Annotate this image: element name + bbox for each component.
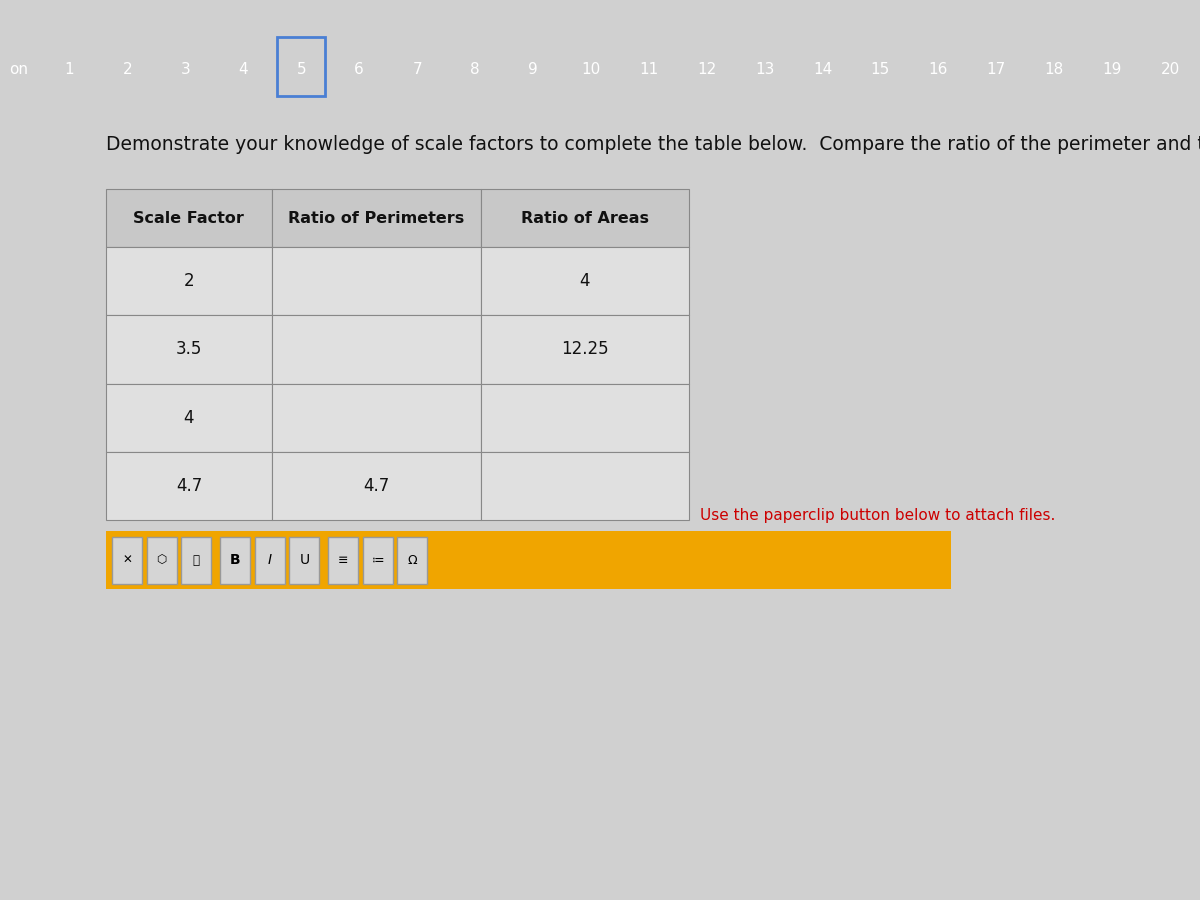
Text: 11: 11 (640, 62, 659, 77)
Text: Scale Factor: Scale Factor (133, 211, 245, 226)
Text: 3.5: 3.5 (175, 340, 202, 358)
Text: B: B (230, 554, 240, 567)
Text: 2: 2 (122, 62, 132, 77)
Text: 5: 5 (296, 62, 306, 77)
Text: ≡: ≡ (338, 554, 348, 567)
Text: 17: 17 (986, 62, 1006, 77)
Bar (272, 452, 480, 520)
Text: 4: 4 (184, 409, 194, 427)
Text: 4.7: 4.7 (364, 477, 390, 495)
Text: 15: 15 (871, 62, 890, 77)
Text: 13: 13 (755, 62, 774, 77)
Bar (106, 248, 272, 315)
Bar (480, 315, 689, 383)
Bar (480, 248, 689, 315)
Text: 8: 8 (470, 62, 480, 77)
Bar (272, 248, 480, 315)
Bar (480, 189, 689, 248)
Bar (289, 537, 319, 583)
Bar (480, 383, 689, 452)
Bar (272, 189, 480, 248)
Text: 16: 16 (929, 62, 948, 77)
Bar (397, 537, 427, 583)
Text: 10: 10 (581, 62, 600, 77)
Bar (106, 189, 272, 248)
Bar (106, 315, 272, 383)
Text: 12: 12 (697, 62, 716, 77)
Text: Use the paperclip button below to attach files.: Use the paperclip button below to attach… (700, 508, 1055, 523)
Bar (181, 537, 211, 583)
Text: on: on (10, 62, 29, 77)
Text: 20: 20 (1160, 62, 1180, 77)
Text: ✕: ✕ (122, 554, 132, 567)
Text: 6: 6 (354, 62, 364, 77)
Text: Ratio of Perimeters: Ratio of Perimeters (288, 211, 464, 226)
Text: 18: 18 (1044, 62, 1063, 77)
Text: 14: 14 (812, 62, 832, 77)
Bar (328, 537, 359, 583)
Bar (220, 537, 251, 583)
Text: ⬡: ⬡ (157, 554, 167, 567)
Text: 4: 4 (239, 62, 248, 77)
Bar (112, 537, 143, 583)
Text: 9: 9 (528, 62, 538, 77)
Text: Ratio of Areas: Ratio of Areas (521, 211, 649, 226)
Text: 3: 3 (180, 62, 191, 77)
Text: Demonstrate your knowledge of scale factors to complete the table below.  Compar: Demonstrate your knowledge of scale fact… (106, 135, 1200, 154)
Text: 4.7: 4.7 (175, 477, 202, 495)
Text: 1: 1 (65, 62, 74, 77)
Text: U: U (299, 554, 310, 567)
Bar (272, 383, 480, 452)
Bar (106, 383, 272, 452)
Text: I: I (268, 554, 272, 567)
Bar (146, 537, 176, 583)
Bar (480, 452, 689, 520)
Text: 12.25: 12.25 (560, 340, 608, 358)
Text: ≔: ≔ (372, 554, 384, 567)
Bar (272, 315, 480, 383)
Text: Ω: Ω (408, 554, 418, 567)
Text: 19: 19 (1103, 62, 1122, 77)
Bar (106, 531, 952, 590)
Bar (254, 537, 284, 583)
Text: 4: 4 (580, 273, 590, 291)
Bar (362, 537, 392, 583)
Bar (277, 37, 325, 96)
Bar (106, 452, 272, 520)
Text: 2: 2 (184, 273, 194, 291)
Text: 7: 7 (413, 62, 422, 77)
Text: ⬜: ⬜ (193, 554, 200, 567)
